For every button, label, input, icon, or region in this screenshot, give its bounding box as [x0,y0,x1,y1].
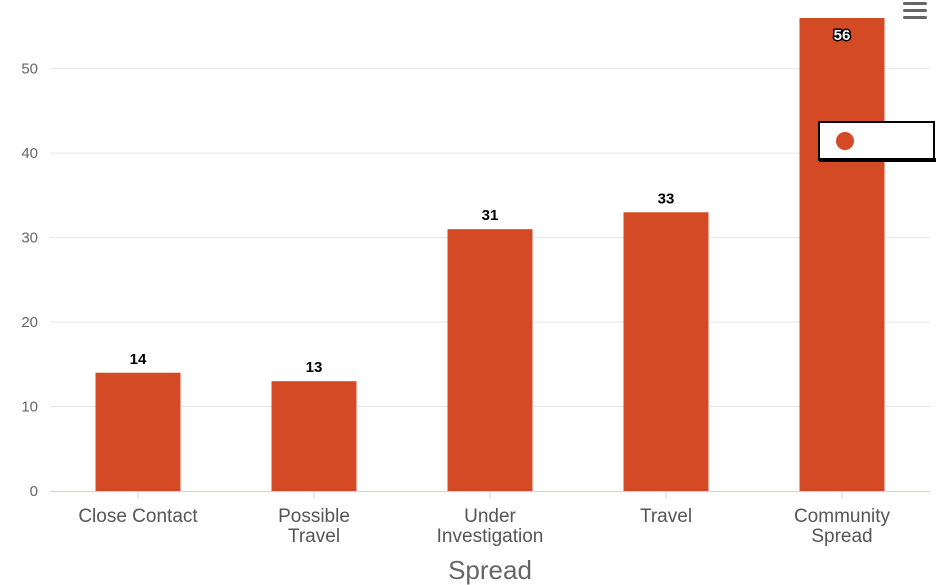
data-label: 56 [834,27,851,44]
x-axis-ticks: Close Contact Possible Travel Under Investig… [78,506,890,547]
y-tick-label: 10 [21,399,38,416]
x-tick-label: Possible Travel [278,506,350,547]
data-label: 33 [658,190,675,207]
bar-series[interactable] [95,18,885,499]
x-tick-label: Under Investigation [437,506,544,547]
legend-shadow [819,158,936,162]
legend-series-marker[interactable] [836,132,854,150]
x-tick-label: Close Contact [78,506,198,527]
legend[interactable] [818,121,936,162]
y-axis-ticks: 0 10 20 30 40 50 [21,61,38,500]
bar[interactable] [447,229,533,492]
y-tick-label: 30 [21,230,38,247]
y-tick-label: 50 [21,61,38,78]
hamburger-menu-icon[interactable] [903,2,927,19]
bar[interactable] [271,381,357,491]
chart-menu-button[interactable] [900,0,934,26]
x-tick-label: Travel [640,506,692,527]
data-label: 31 [482,207,499,224]
y-tick-label: 0 [30,483,38,500]
data-label: 14 [130,351,147,368]
bar[interactable] [95,372,181,491]
data-label: 13 [306,359,323,376]
data-labels: 14 13 31 33 56 [130,26,852,377]
x-tick-label: Community Spread [794,506,891,547]
bar[interactable] [623,212,709,491]
x-axis-title: Spread [448,555,532,585]
y-tick-label: 40 [21,145,38,162]
bar[interactable] [799,18,885,491]
y-tick-label: 20 [21,314,38,331]
